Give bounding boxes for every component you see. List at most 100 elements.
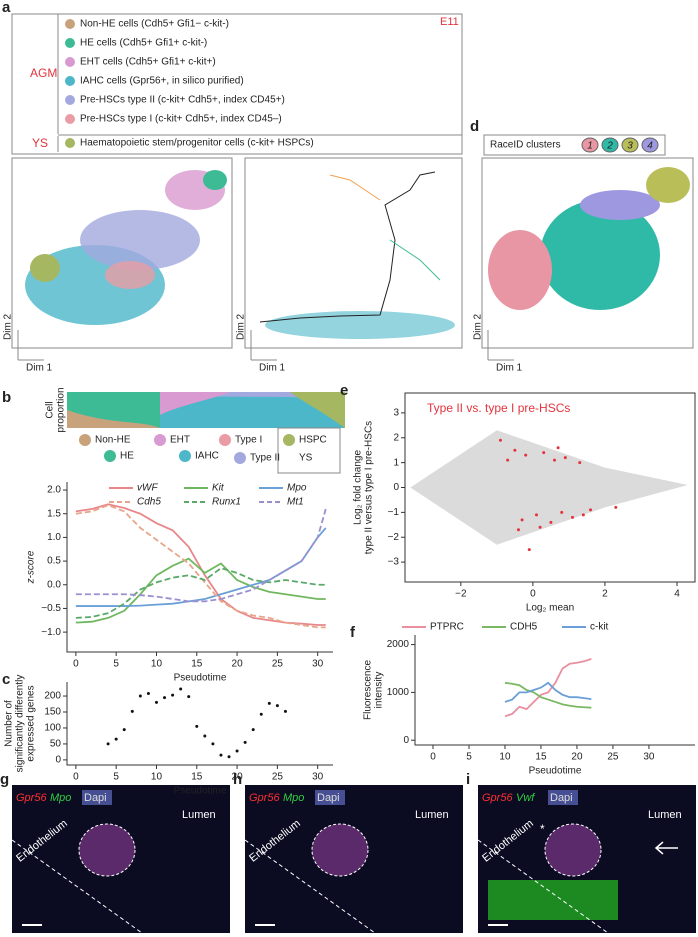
axis-arrow — [487, 330, 514, 361]
legend-label: HE — [120, 451, 134, 462]
point — [524, 453, 528, 457]
x-tick-label: 0 — [73, 659, 79, 670]
y-tick-label: −1.0 — [41, 627, 61, 638]
point — [211, 742, 215, 746]
axes — [414, 635, 695, 746]
legend-label: Type II — [250, 453, 280, 464]
line — [75, 557, 326, 624]
axes — [66, 482, 333, 653]
x-tick-label: 10 — [151, 659, 163, 670]
point — [614, 505, 618, 509]
y-axis-label: Fluorescence — [363, 660, 374, 720]
x-tick-label: 15 — [191, 772, 203, 783]
x-tick-label: 5 — [113, 659, 119, 670]
y-tick-label: −1 — [388, 507, 400, 518]
x-tick-label: 4 — [674, 589, 680, 600]
legend-label: Haematopoietic stem/progenitor cells (c-… — [80, 138, 314, 149]
y-tick-label: 0.5 — [47, 556, 61, 567]
point — [179, 687, 183, 691]
point — [520, 518, 524, 522]
x-axis-label: Log₂ mean — [526, 603, 574, 614]
legend-label: Runx1 — [212, 497, 241, 508]
y-tick-label: 0 — [393, 482, 399, 493]
stain-label: Gpr56 — [16, 792, 47, 804]
legend-label: Kit — [212, 483, 225, 494]
tsne-panel — [11, 157, 233, 349]
legend-label: EHT — [170, 435, 190, 446]
group-label: AGM — [30, 66, 57, 80]
point — [146, 691, 150, 695]
line — [75, 567, 326, 619]
legend-label: EHT cells (Cdh5+ Gfi1+ c-kit+) — [80, 57, 216, 68]
legend-swatch — [234, 452, 246, 464]
x-tick-label: −2 — [455, 589, 467, 600]
x-tick-label: 0 — [430, 752, 436, 763]
x-tick-label: 25 — [272, 772, 284, 783]
x-tick-label: 0 — [530, 589, 536, 600]
panel-label: i — [466, 771, 470, 788]
point — [283, 709, 287, 713]
point — [516, 528, 520, 532]
point — [498, 438, 502, 442]
x-tick-label: 15 — [535, 752, 547, 763]
panel-label: f — [350, 624, 356, 641]
legend-swatch — [601, 137, 619, 153]
axis-label: Dim 1 — [259, 363, 286, 374]
point — [106, 742, 110, 746]
legend-swatch — [65, 138, 75, 148]
point — [553, 458, 557, 462]
y-tick-label: 1.0 — [47, 532, 61, 543]
panel-label: e — [340, 382, 348, 399]
point — [154, 700, 158, 704]
tree-panel — [244, 157, 463, 349]
x-tick-label: 20 — [232, 772, 244, 783]
point — [563, 456, 567, 460]
legend-box — [277, 427, 341, 474]
group-label: YS — [32, 136, 48, 150]
legend-swatch — [154, 434, 166, 446]
legend-swatch — [65, 57, 75, 67]
endothelium-line — [244, 839, 376, 934]
y-axis-label: Log₂ fold change — [353, 450, 364, 525]
y-tick-label: 200 — [44, 691, 61, 702]
y-axis-label: intensity — [374, 672, 385, 709]
y-axis-label: z-score — [26, 550, 37, 584]
legend-swatch — [283, 434, 295, 446]
x-axis-label: Pseudotime — [174, 673, 227, 684]
x-tick-label: 30 — [312, 772, 324, 783]
green-signal — [488, 880, 618, 920]
legend-swatch — [104, 450, 116, 462]
panel-label: d — [470, 118, 479, 135]
legend-label: vWF — [137, 483, 158, 494]
legend-label: Non-HE — [95, 435, 131, 446]
asterisk: * — [540, 822, 545, 836]
y-axis-label: significantly differently — [15, 675, 26, 773]
point — [259, 712, 263, 716]
point — [506, 458, 510, 462]
legend-swatch — [621, 137, 639, 153]
x-tick-label: 5 — [113, 772, 119, 783]
legend-swatch — [581, 137, 599, 153]
point — [534, 513, 538, 517]
point — [235, 749, 239, 753]
stain-label: Mpo — [283, 792, 304, 804]
line — [504, 681, 592, 703]
legend-label: PTPRC — [430, 622, 464, 633]
axis-label: Cell — [45, 401, 56, 418]
point — [138, 694, 142, 698]
x-axis-label: Pseudotime — [174, 786, 227, 797]
axis-label: proportion — [56, 387, 67, 432]
stain-bg — [548, 790, 578, 805]
point — [538, 525, 542, 529]
y-tick-label: 2000 — [387, 639, 410, 650]
endothelium-line — [11, 839, 143, 934]
legend-label: HSPC — [299, 435, 327, 446]
background-cloud — [410, 430, 688, 545]
axis-label: Dim 1 — [496, 363, 523, 374]
legend-label: Mt1 — [287, 497, 304, 508]
stain-bg — [315, 790, 345, 805]
legend-box — [483, 134, 666, 156]
stain-label: Vwf — [516, 792, 535, 804]
